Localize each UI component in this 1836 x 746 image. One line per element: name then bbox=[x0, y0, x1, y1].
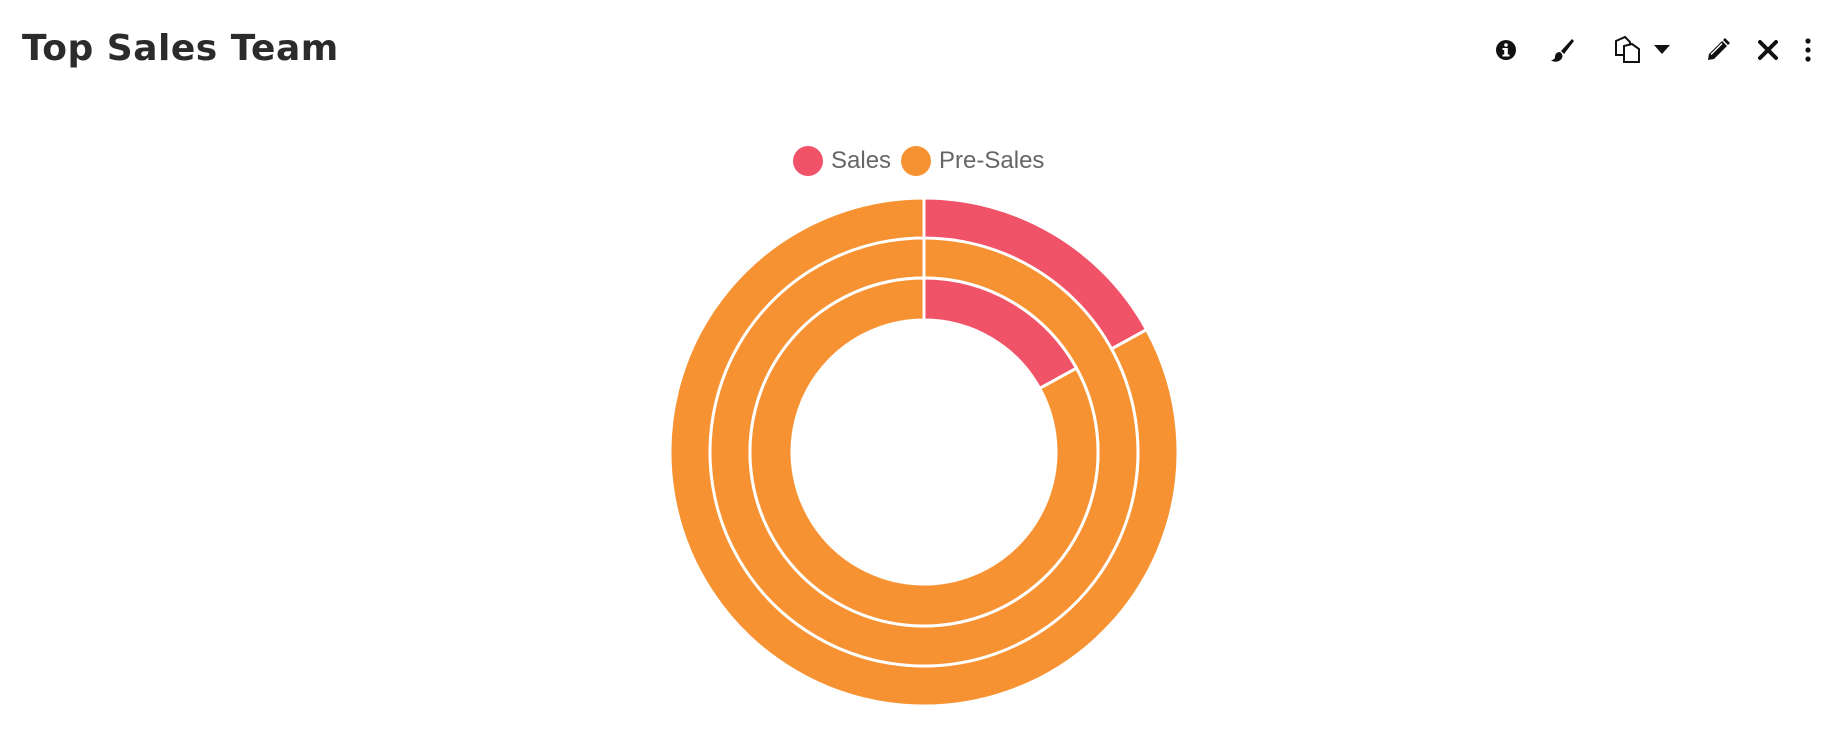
chart-legend: Sales Pre-Sales bbox=[0, 146, 1836, 182]
copy-icon[interactable] bbox=[1608, 30, 1648, 70]
legend-swatch-sales bbox=[793, 146, 823, 176]
ring-0-segment-pre-sales[interactable] bbox=[668, 196, 1180, 708]
caret-down-icon[interactable] bbox=[1642, 30, 1682, 70]
widget-header: Top Sales Team bbox=[0, 0, 1836, 100]
legend-label-sales: Sales bbox=[831, 147, 892, 174]
info-icon[interactable] bbox=[1486, 30, 1526, 70]
close-icon[interactable] bbox=[1748, 30, 1788, 70]
legend-swatch-presales bbox=[901, 146, 932, 176]
legend-item-presales[interactable]: Pre-Sales bbox=[901, 146, 1044, 176]
more-vertical-icon[interactable] bbox=[1788, 30, 1828, 70]
legend-item-sales[interactable]: Sales bbox=[793, 146, 891, 176]
widget-toolbar bbox=[1476, 30, 1836, 70]
ring-1-segment-pre-sales[interactable] bbox=[711, 239, 1137, 665]
paintbrush-icon[interactable] bbox=[1542, 30, 1582, 70]
pencil-icon[interactable] bbox=[1698, 30, 1738, 70]
legend-label-presales: Pre-Sales bbox=[939, 147, 1045, 174]
widget-title: Top Sales Team bbox=[22, 28, 339, 69]
ring-2-segment-pre-sales[interactable] bbox=[748, 276, 1100, 628]
